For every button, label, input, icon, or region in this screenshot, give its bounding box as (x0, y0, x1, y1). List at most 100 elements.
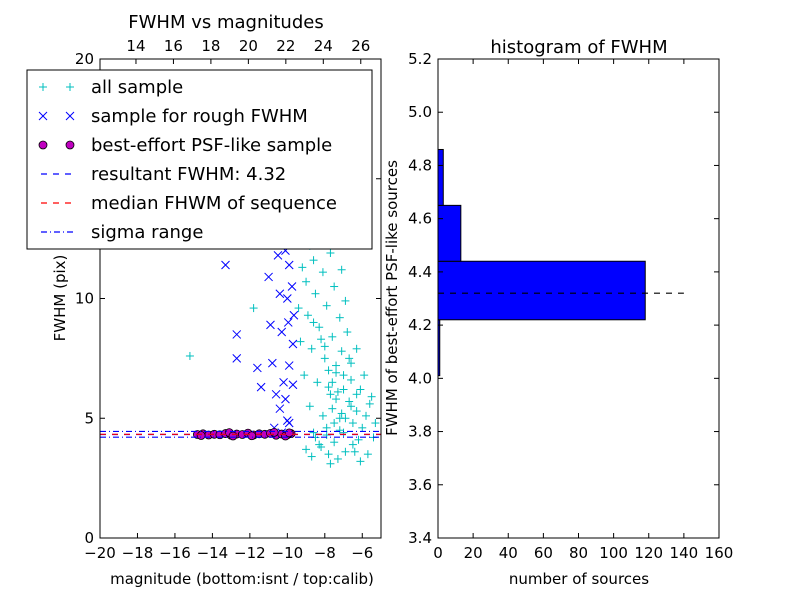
top-tick-label-4: 22 (276, 37, 295, 55)
point-plus-0-24 (300, 371, 309, 380)
point-plus-0-53 (345, 397, 354, 406)
point-x-1-12 (273, 251, 283, 260)
point-x-1-21-b (275, 404, 285, 414)
point-plus-0-17 (343, 328, 352, 337)
point-x-1-28 (287, 282, 297, 291)
legend-marker-a-1-b (38, 111, 48, 121)
point-plus-0-90 (185, 351, 194, 360)
point-plus-0-95 (371, 419, 380, 428)
hist-x-tick-label-8: 160 (705, 544, 734, 562)
legend-label-all-sample: all sample (91, 77, 183, 98)
point-x-1-29 (288, 339, 298, 349)
point-x-1-18 (283, 318, 293, 327)
x-tick-label-1: −18 (122, 544, 154, 562)
point-plus-0-75 (332, 361, 341, 370)
point-plus-0-91 (249, 304, 258, 313)
point-plus-0-69 (332, 395, 341, 404)
point-plus-0-67 (324, 366, 333, 375)
point-plus-0-72 (309, 318, 318, 327)
point-x-1-33-b (288, 380, 298, 390)
hist-x-tick-label-1: 20 (464, 544, 483, 562)
point-x-1-9 (266, 320, 275, 330)
point-x-1-6-b (256, 382, 266, 392)
top-tick-label-5: 24 (314, 37, 333, 55)
point-x-1-0 (221, 260, 230, 270)
hist-y-tick-label-3: 4.0 (408, 369, 432, 387)
top-tick-label-2: 18 (201, 37, 220, 55)
histogram-panel: 0 20 40 60 80 100 120 140 160 3.4 3.6 3.8 4.0 4.2 4.4 4… (383, 37, 733, 588)
point-x-1-23 (281, 394, 290, 404)
point-x-1-20-b (271, 389, 281, 399)
point-x-1-34 (289, 310, 299, 320)
point-circle-2-21 (269, 427, 279, 437)
x-tick-label-3: −14 (197, 544, 229, 562)
hist-y-tick-label-0: 3.4 (408, 529, 432, 547)
hist-x-tick-label-2: 40 (499, 544, 518, 562)
point-x-1-17 (282, 294, 292, 303)
x-tick-label-5: −10 (272, 544, 304, 562)
scatter-panel: −20−18−16−14−12−10−8−6051015201416182022… (26, 12, 382, 588)
hist-x-tick-label-3: 60 (534, 544, 553, 562)
point-plus-0-18 (305, 402, 314, 411)
point-x-1-23-b (281, 394, 290, 404)
point-plus-0-30 (296, 337, 305, 346)
histogram-marks (437, 90, 684, 377)
point-plus-0-33 (318, 268, 327, 277)
point-x-1-14-b (277, 327, 287, 337)
hist-y-tick-label-6: 4.6 (408, 210, 432, 228)
point-plus-0-76 (339, 385, 348, 394)
point-plus-0-74 (324, 383, 333, 392)
point-x-1-29-b (288, 339, 298, 349)
point-plus-0-15 (332, 368, 341, 377)
point-circle-2-20 (247, 431, 257, 441)
point-plus-0-26 (315, 323, 324, 332)
point-plus-0-58 (365, 399, 374, 408)
point-plus-0-71 (339, 428, 348, 437)
legend-label-psf-sample: best-effort PSF-like sample (91, 135, 332, 156)
histogram-title: histogram of FWHM (490, 37, 667, 58)
point-plus-0-27 (322, 301, 331, 310)
point-plus-0-93 (352, 344, 361, 353)
point-plus-0-19 (313, 378, 322, 387)
point-x-1-12-b (273, 251, 283, 260)
hist-x-tick-label-4: 80 (569, 544, 588, 562)
y-tick-label-0: 0 (84, 529, 94, 547)
point-x-1-10 (267, 358, 277, 368)
hist-y-tick-label-5: 4.4 (408, 263, 432, 281)
hist-y-tick-label-7: 4.8 (408, 156, 432, 174)
point-x-1-9-b (266, 320, 275, 330)
point-x-1-22-b (279, 377, 288, 387)
point-plus-0-94 (367, 392, 376, 401)
point-x-1-17-b (282, 294, 292, 303)
point-plus-0-85 (309, 428, 318, 437)
point-plus-0-7 (322, 423, 331, 432)
point-plus-0-86 (348, 419, 357, 428)
legend-marker-b-0 (66, 83, 74, 91)
point-plus-0-60 (326, 459, 335, 468)
y-tick-label-2: 10 (75, 290, 94, 308)
point-plus-0-16 (337, 347, 346, 356)
histogram-ylabel: FWHM of best-effort PSF-like sources (383, 160, 401, 436)
point-x-1-25-b (284, 260, 294, 270)
hist-x-tick-label-5: 100 (599, 544, 628, 562)
point-plus-0-29 (337, 265, 346, 274)
point-plus-0-23 (341, 296, 350, 305)
point-plus-0-10 (339, 371, 348, 380)
point-plus-0-65 (363, 450, 372, 459)
point-x-1-32 (284, 418, 294, 428)
point-plus-0-89 (360, 371, 369, 380)
point-plus-0-88 (356, 385, 365, 394)
point-plus-0-4 (347, 402, 356, 411)
x-tick-label-4: −12 (234, 544, 266, 562)
point-x-1-2 (232, 354, 242, 363)
hist-x-tick-label-7: 140 (670, 544, 699, 562)
histogram-axes: 0 20 40 60 80 100 120 140 160 3.4 3.6 3.8 4.0 4.2 4.4 4… (408, 50, 733, 562)
scatter-title: FWHM vs magnitudes (128, 12, 323, 33)
legend-marker-b-2 (65, 140, 75, 150)
point-plus-0-0 (324, 450, 333, 459)
scatter-xlabel: magnitude (bottom:isnt / top:calib) (110, 570, 374, 588)
point-plus-0-52 (337, 409, 346, 418)
point-plus-0-54 (350, 447, 359, 456)
point-x-1-6 (256, 382, 266, 392)
point-x-1-32-b (284, 418, 294, 428)
